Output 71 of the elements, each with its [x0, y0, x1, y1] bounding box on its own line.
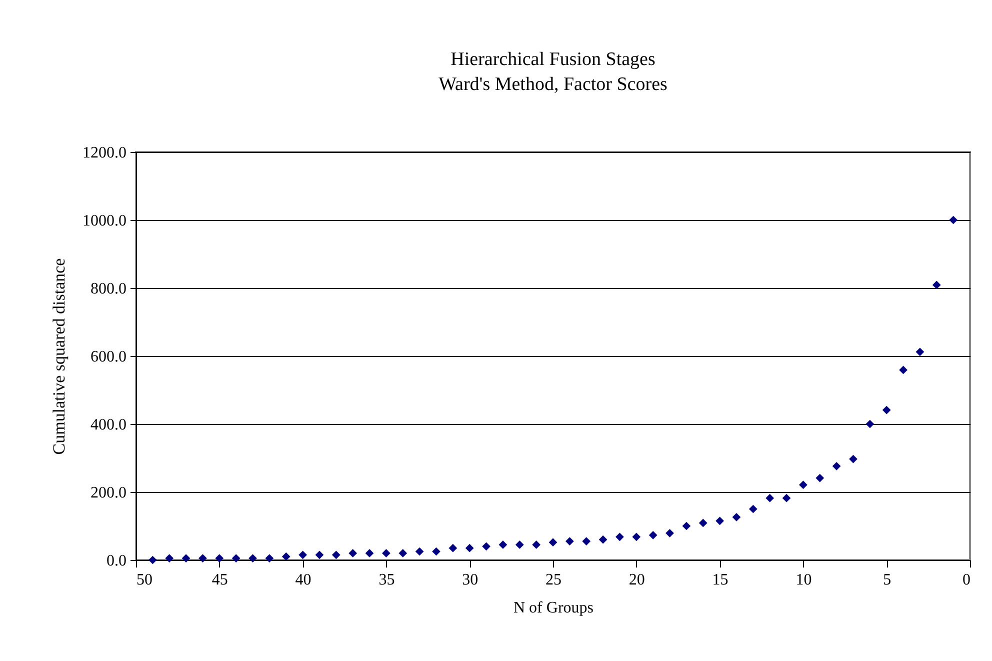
point — [282, 552, 290, 561]
x-tick-label: 45 — [212, 572, 228, 588]
point — [332, 550, 340, 560]
point — [365, 549, 374, 558]
point — [816, 474, 824, 482]
point — [298, 550, 307, 560]
point — [515, 540, 524, 549]
y-axis-title: Cumulative squared distance — [50, 258, 68, 455]
point — [949, 216, 958, 224]
x-tick-label: 15 — [712, 572, 728, 588]
y-tick-label: 800.0 — [90, 280, 126, 298]
point — [666, 528, 674, 538]
point — [448, 544, 458, 552]
point — [716, 516, 724, 526]
x-tick-label: 10 — [796, 572, 812, 588]
point — [148, 556, 157, 564]
point — [866, 420, 874, 428]
y-tick-label: 400.0 — [90, 416, 126, 434]
point — [432, 547, 440, 556]
point — [616, 532, 624, 542]
point — [198, 554, 207, 562]
point — [415, 547, 424, 556]
point — [799, 480, 808, 490]
y-tick-label: 200.0 — [90, 484, 126, 502]
point — [265, 554, 274, 562]
point — [682, 522, 691, 530]
point — [732, 512, 741, 522]
x-tick-label: 5 — [883, 572, 892, 588]
chart-title: Hierarchical Fusion Stages — [450, 49, 656, 70]
point — [632, 532, 641, 542]
chart-subtitle: Ward's Method, Factor Scores — [438, 74, 668, 95]
point — [882, 406, 891, 414]
point — [498, 540, 508, 549]
point — [899, 366, 908, 374]
y-tick-label: 600.0 — [90, 348, 126, 366]
point — [165, 554, 174, 562]
point — [398, 549, 408, 558]
point — [648, 530, 658, 540]
point — [548, 538, 558, 547]
point — [565, 537, 574, 546]
point — [766, 494, 774, 502]
point — [482, 542, 490, 551]
point — [382, 549, 390, 558]
x-tick-label: 30 — [462, 572, 478, 588]
point — [248, 554, 257, 562]
point — [782, 494, 791, 502]
point — [748, 504, 758, 514]
point — [465, 544, 474, 552]
y-tick-label: 0.0 — [106, 552, 126, 570]
x-tick-label: 20 — [628, 572, 645, 588]
point — [598, 535, 608, 544]
point — [348, 549, 358, 558]
x-axis-title: N of Groups — [514, 600, 594, 616]
point — [182, 554, 190, 562]
point — [849, 454, 858, 464]
point — [698, 518, 708, 528]
point — [832, 462, 841, 470]
x-tick-label: 25 — [546, 572, 562, 588]
point — [532, 540, 541, 549]
x-tick-label: 40 — [295, 572, 312, 588]
x-tick-label: 50 — [136, 572, 152, 588]
point — [315, 550, 324, 560]
point — [932, 280, 941, 290]
point — [215, 554, 224, 562]
y-tick-label: 1200.0 — [82, 144, 126, 162]
point — [232, 554, 240, 562]
x-tick-label: 35 — [378, 572, 395, 588]
point — [582, 537, 591, 546]
x-tick-label: 0 — [962, 572, 970, 588]
point — [916, 348, 924, 356]
y-tick-label: 1000.0 — [82, 212, 126, 230]
